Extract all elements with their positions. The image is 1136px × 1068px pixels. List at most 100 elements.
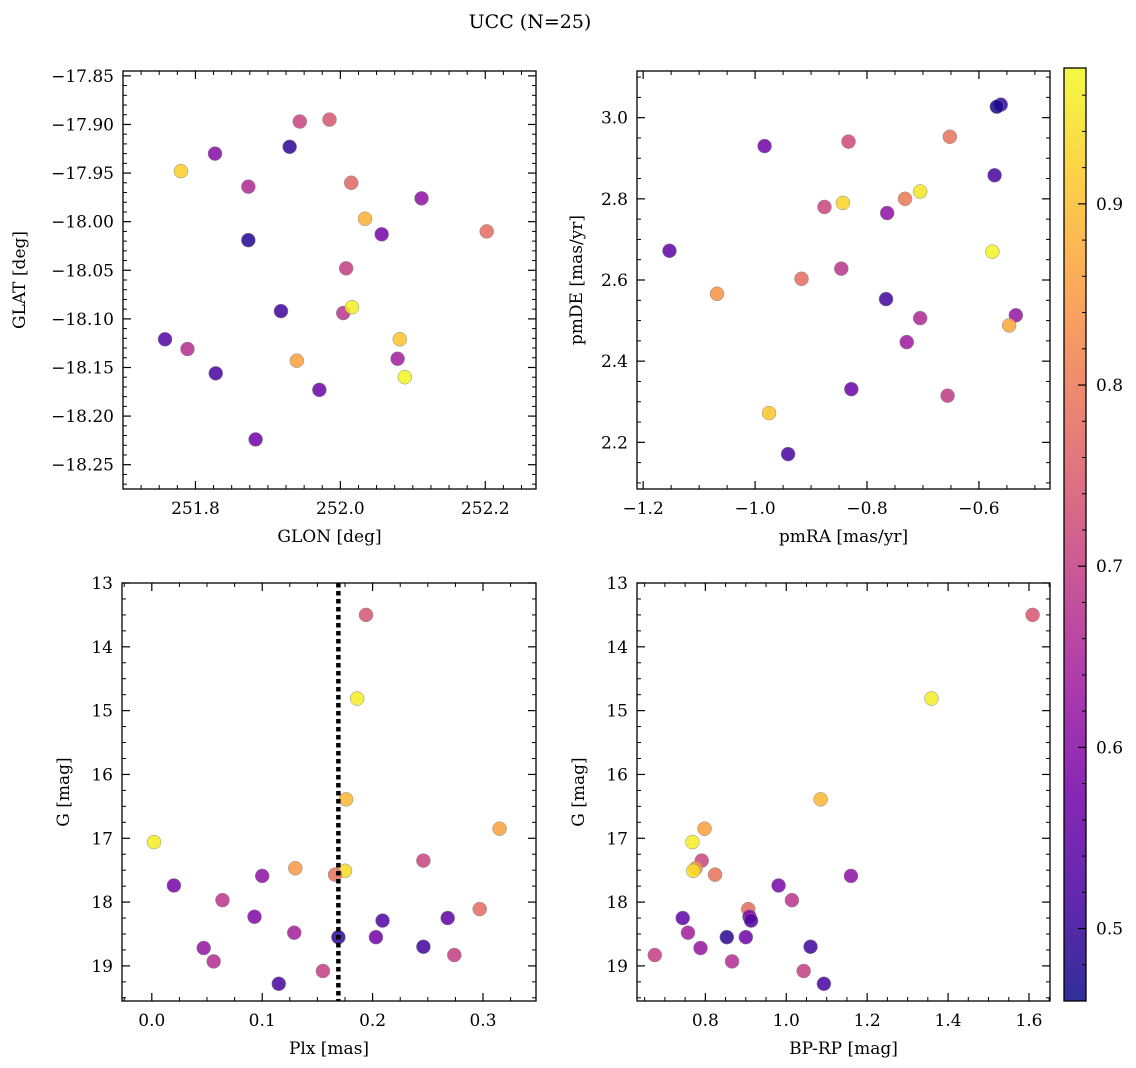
y-tick-label: 18 <box>91 893 113 913</box>
data-point <box>292 114 308 129</box>
y-axis-label: G [mag] <box>569 757 589 826</box>
data-point <box>1008 308 1024 323</box>
data-point <box>878 291 894 307</box>
colorbar-tick-label: 0.9 <box>1096 195 1123 215</box>
data-point <box>784 892 800 908</box>
x-tick-label: 0.1 <box>249 1011 276 1031</box>
data-point <box>241 179 256 194</box>
x-tick-label: 251.8 <box>171 499 220 519</box>
y-tick-label: 2.2 <box>601 433 628 453</box>
data-point <box>338 261 354 276</box>
data-point <box>761 405 777 421</box>
data-point <box>685 863 701 879</box>
y-tick-label: 2.6 <box>601 271 628 291</box>
data-point <box>1025 607 1040 623</box>
data-point <box>813 792 828 807</box>
x-tick-label: 0.0 <box>138 1011 165 1031</box>
y-tick-label: −18.25 <box>51 456 114 476</box>
data-point <box>357 211 373 227</box>
y-tick-label: −18.00 <box>51 213 114 233</box>
colorbar-tick-label: 0.7 <box>1096 557 1123 577</box>
x-tick-label: 0.3 <box>469 1011 496 1031</box>
data-point <box>440 910 455 926</box>
data-point <box>985 244 1000 259</box>
data-point <box>215 892 230 908</box>
x-axis-label: BP-RP [mag] <box>789 1039 898 1059</box>
colorbar-tick-label: 0.6 <box>1096 738 1123 758</box>
data-point <box>289 353 305 368</box>
data-point <box>416 853 431 868</box>
colorbar: 0.5 0.6 0.7 0.8 0.9 <box>1063 67 1123 1002</box>
data-point <box>675 910 690 926</box>
data-point <box>166 878 182 893</box>
data-point <box>375 913 390 928</box>
x-tick-label: 252.2 <box>461 499 510 519</box>
colorbar-frame <box>1063 67 1087 1002</box>
y-tick-label: −18.20 <box>51 407 114 427</box>
data-point <box>843 868 859 884</box>
data-point <box>796 963 811 979</box>
data-point <box>662 243 677 259</box>
plot-frame <box>121 582 537 1002</box>
data-point <box>940 388 955 403</box>
data-point <box>288 861 303 876</box>
data-point <box>358 607 374 623</box>
x-tick-label: 1.6 <box>1015 1011 1042 1031</box>
data-point <box>924 691 939 706</box>
data-point <box>738 929 754 945</box>
data-point <box>697 821 712 836</box>
data-point <box>844 381 859 397</box>
data-point <box>743 913 759 928</box>
data-point <box>647 947 663 963</box>
data-point <box>816 976 832 992</box>
colorbar-fill <box>1064 68 1086 1001</box>
data-point <box>707 867 723 882</box>
y-tick-label: 19 <box>606 957 628 977</box>
data-point <box>368 929 384 945</box>
x-tick-label: 1.0 <box>773 1011 800 1031</box>
y-tick-label: 14 <box>91 638 113 658</box>
x-tick-label: 0.2 <box>359 1011 386 1031</box>
colorbar-tick-label: 0.5 <box>1096 920 1123 940</box>
x-tick-label: 252.0 <box>316 499 365 519</box>
y-tick-label: −17.85 <box>51 67 114 87</box>
y-tick-label: 18 <box>606 893 628 913</box>
y-axis-label: GLAT [deg] <box>10 231 30 329</box>
y-axis-label: G [mag] <box>54 757 74 826</box>
y-axis-label: pmDE [mas/yr] <box>567 215 587 345</box>
data-point <box>343 175 359 191</box>
data-point <box>173 163 189 179</box>
y-tick-label: 19 <box>91 957 113 977</box>
y-tick-label: −18.10 <box>51 310 114 330</box>
data-point <box>987 168 1002 183</box>
data-point <box>247 909 262 925</box>
data-point <box>282 139 297 155</box>
x-axis-label: Plx [mas] <box>289 1039 369 1059</box>
data-point <box>180 341 195 357</box>
colorbar-tick-label: 0.8 <box>1096 376 1123 396</box>
data-point <box>780 446 796 462</box>
data-point <box>492 821 507 836</box>
y-tick-label: 2.8 <box>601 190 628 210</box>
data-point <box>157 332 173 347</box>
panel-proper-motion: pmRA [mas/yr] pmDE [mas/yr] −1.2 −1.0 −0.8… <box>567 70 1051 547</box>
x-tick-label: −1.0 <box>734 499 775 519</box>
y-tick-label: −17.95 <box>51 164 114 184</box>
plot-frame <box>636 582 1051 1002</box>
data-point <box>724 954 740 969</box>
y-tick-label: 16 <box>606 765 628 785</box>
figure-title: UCC (N=25) <box>469 11 592 33</box>
data-point <box>1001 318 1017 333</box>
y-tick-label: −18.05 <box>51 261 114 281</box>
panel-parallax: Plx [mas] G [mag] 0.0 0.1 0.2 0.3 13 14 15 16 17… <box>54 574 537 1059</box>
x-axis-label: pmRA [mas/yr] <box>779 527 908 547</box>
data-point <box>912 310 928 326</box>
data-point <box>709 286 725 302</box>
data-point <box>271 976 287 992</box>
y-tick-label: 13 <box>606 574 628 594</box>
data-point <box>771 878 786 893</box>
y-tick-label: 17 <box>606 829 628 849</box>
y-tick-label: 14 <box>606 638 628 658</box>
data-point <box>680 925 696 940</box>
